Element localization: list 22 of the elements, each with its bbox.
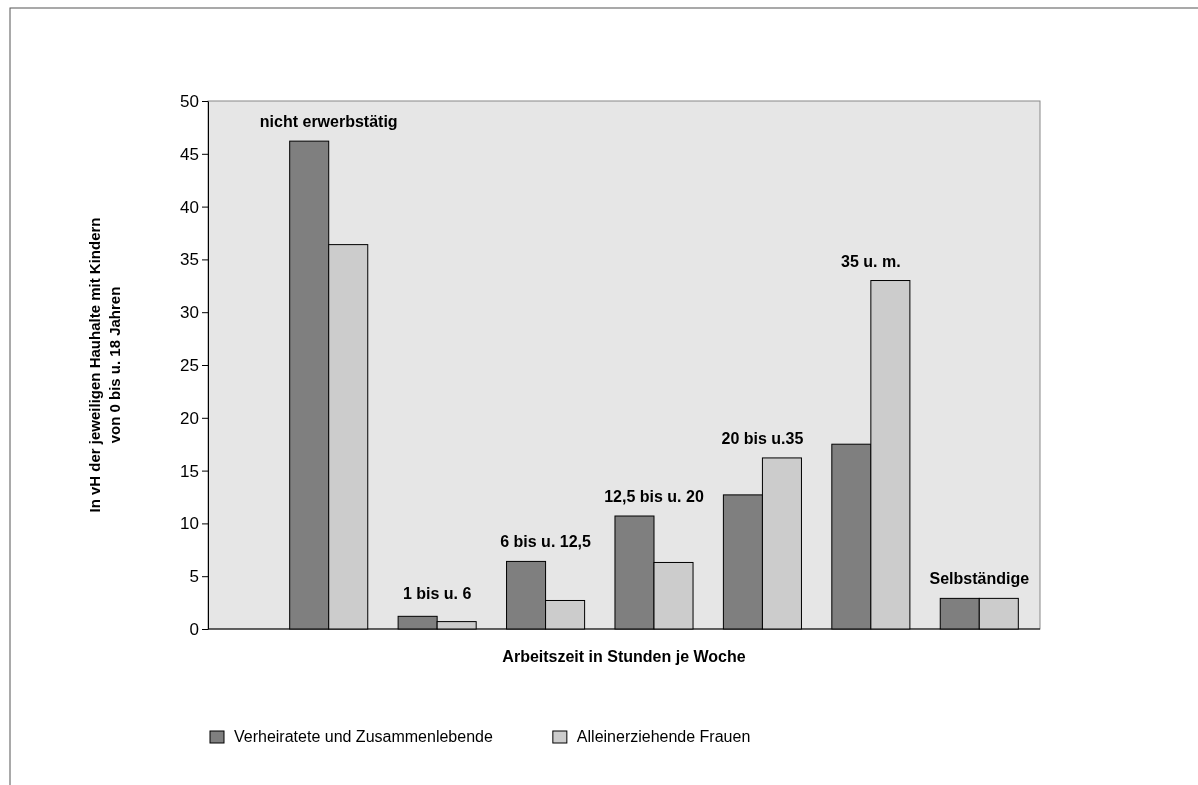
y-tick-label: 40 <box>180 197 199 217</box>
y-axis-title: In vH der jeweiligen Hauhalte mit Kindern von 0 bis u. 18 Jahren <box>86 217 123 513</box>
legend-label: Verheiratete und Zusammenlebende <box>234 728 493 745</box>
x-tick-label: 12,5 bis u. 20 <box>604 488 704 506</box>
y-tick-label: 5 <box>189 567 199 587</box>
y-tick-label: 50 <box>180 91 199 111</box>
y-tick-label: 35 <box>180 250 199 270</box>
y-tick-label: 15 <box>180 461 199 481</box>
x-tick-label: 1 bis u. 6 <box>402 585 472 602</box>
x-tick-label: 35 u. m. <box>841 252 901 270</box>
y-tick-label: 30 <box>180 303 199 323</box>
x-tick-label: 20 bis u.35 <box>721 429 804 447</box>
x-tick-label: nicht erwerbstätig <box>259 113 398 131</box>
y-tick-label: 0 <box>189 619 199 639</box>
y-tick-label: 20 <box>180 408 199 428</box>
x-tick-label: Selbständige <box>929 570 1030 588</box>
y-tick-label: 45 <box>180 144 199 164</box>
x-axis-title: Arbeitszeit in Stunden je Woche <box>502 648 746 665</box>
legend-label: Alleinerziehende Frauen <box>576 728 751 745</box>
y-tick-label: 25 <box>180 355 199 375</box>
y-tick-label: 10 <box>180 514 199 534</box>
x-tick-label: 6 bis u. 12,5 <box>500 533 592 551</box>
